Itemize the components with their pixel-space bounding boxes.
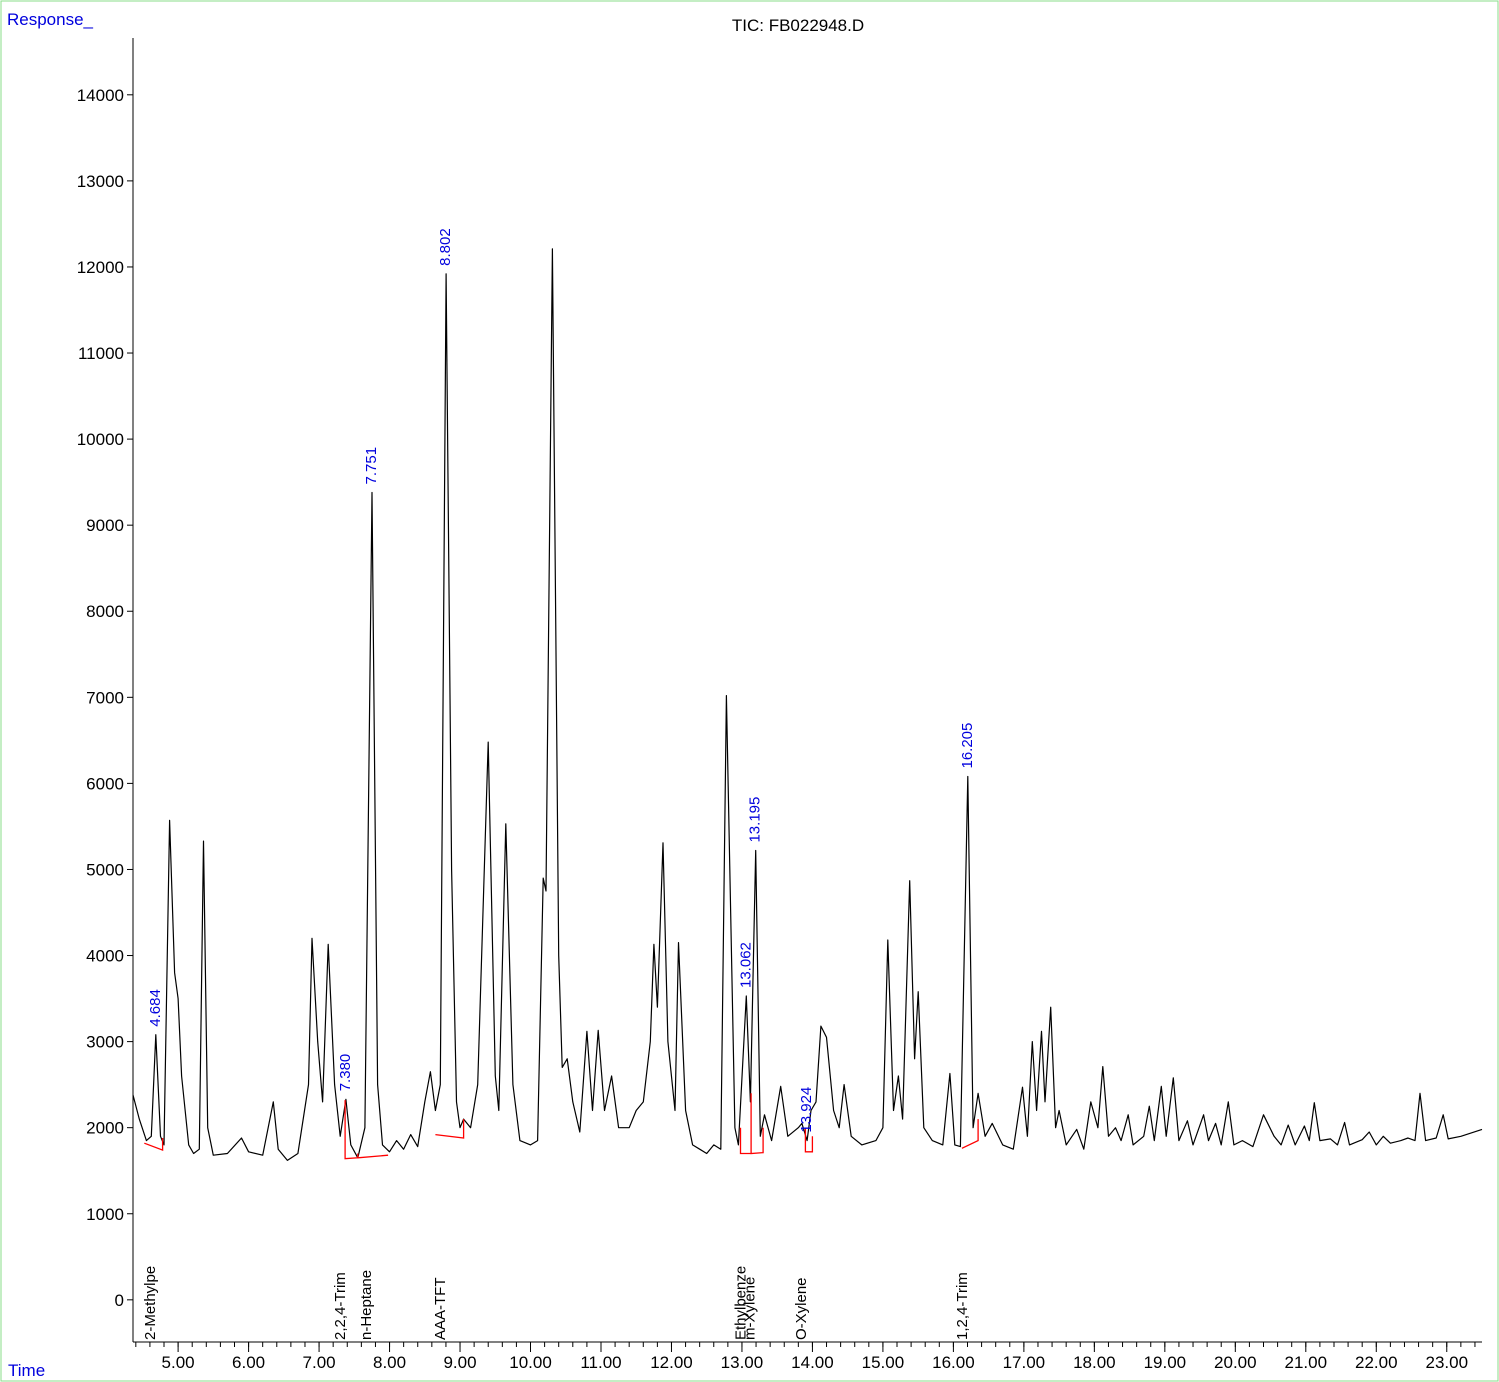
compound-name: n-Heptane [358,1270,375,1340]
compound-name: 1,2,4-Trim [954,1272,971,1340]
integration-baseline [357,1154,389,1159]
chart-title: TIC: FB022948.D [732,16,864,35]
y-tick-label: 10000 [77,430,124,449]
compound-name: O-Xylene [793,1277,810,1340]
y-tick-label: 13000 [77,172,124,191]
compound-name: 2,2,4-Trim [332,1272,349,1340]
y-tick-label: 9000 [86,516,124,535]
x-tick-label: 18.00 [1073,1353,1116,1372]
x-tick-label: 11.00 [580,1353,621,1372]
compound-name: Ethylbenze [732,1266,749,1340]
x-tick-label: 13.00 [721,1353,764,1372]
compound-name: AAA-TFT [432,1278,449,1341]
y-tick-label: 12000 [77,258,124,277]
y-tick-label: 2000 [86,1119,124,1138]
integration-baseline [435,1119,465,1139]
peak-label: 13.062 [737,942,754,988]
peak-label: 7.380 [337,1054,354,1092]
x-tick-label: 7.00 [303,1353,336,1372]
x-tick-label: 12.00 [650,1353,693,1372]
peak-label: 16.205 [959,723,976,769]
y-tick-label: 7000 [86,688,124,707]
x-tick-label: 9.00 [443,1353,476,1372]
integration-baseline [804,1127,814,1153]
integration-baseline [144,1138,164,1152]
y-tick-label: 11000 [78,344,124,363]
x-tick-label: 20.00 [1214,1353,1257,1372]
y-axis-label: Response_ [7,10,94,29]
x-tick-label: 19.00 [1144,1353,1187,1372]
y-tick-label: 1000 [86,1205,124,1224]
y-tick-label: 4000 [86,947,124,966]
x-tick-label: 14.00 [791,1353,834,1372]
x-tick-label: 22.00 [1355,1353,1398,1372]
integration-baseline [344,1100,359,1160]
integration-baseline [961,1119,979,1149]
compound-name: m-Xylene [742,1277,759,1340]
x-tick-label: 8.00 [373,1353,406,1372]
integration-baseline [739,1093,764,1155]
y-tick-label: 6000 [86,774,124,793]
y-tick-label: 14000 [77,86,124,105]
peak-label: 8.802 [437,228,454,266]
peak-label: 13.924 [798,1087,815,1133]
x-tick-label: 17.00 [1003,1353,1046,1372]
peak-label: 4.684 [147,989,164,1027]
y-tick-label: 0 [115,1291,124,1310]
x-tick-label: 6.00 [232,1353,265,1372]
y-tick-label: 3000 [86,1033,124,1052]
peak-label: 7.751 [363,447,380,485]
x-tick-label: 15.00 [862,1353,905,1372]
x-tick-label: 23.00 [1425,1353,1468,1372]
compound-name: 2-Methylpe [142,1266,159,1340]
x-tick-label: 10.00 [509,1353,552,1372]
x-tick-label: 21.00 [1285,1353,1328,1372]
x-tick-label: 5.00 [162,1353,195,1372]
x-axis-label: Time [8,1361,45,1380]
y-tick-label: 8000 [86,602,124,621]
peak-label: 13.195 [747,797,764,843]
x-tick-label: 16.00 [932,1353,975,1372]
y-tick-label: 5000 [86,860,124,879]
trace [132,248,1483,1161]
